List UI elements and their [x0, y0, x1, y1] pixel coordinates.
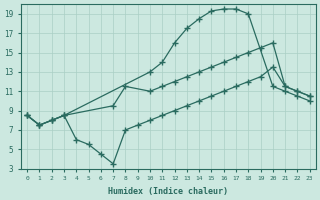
- X-axis label: Humidex (Indice chaleur): Humidex (Indice chaleur): [108, 187, 228, 196]
